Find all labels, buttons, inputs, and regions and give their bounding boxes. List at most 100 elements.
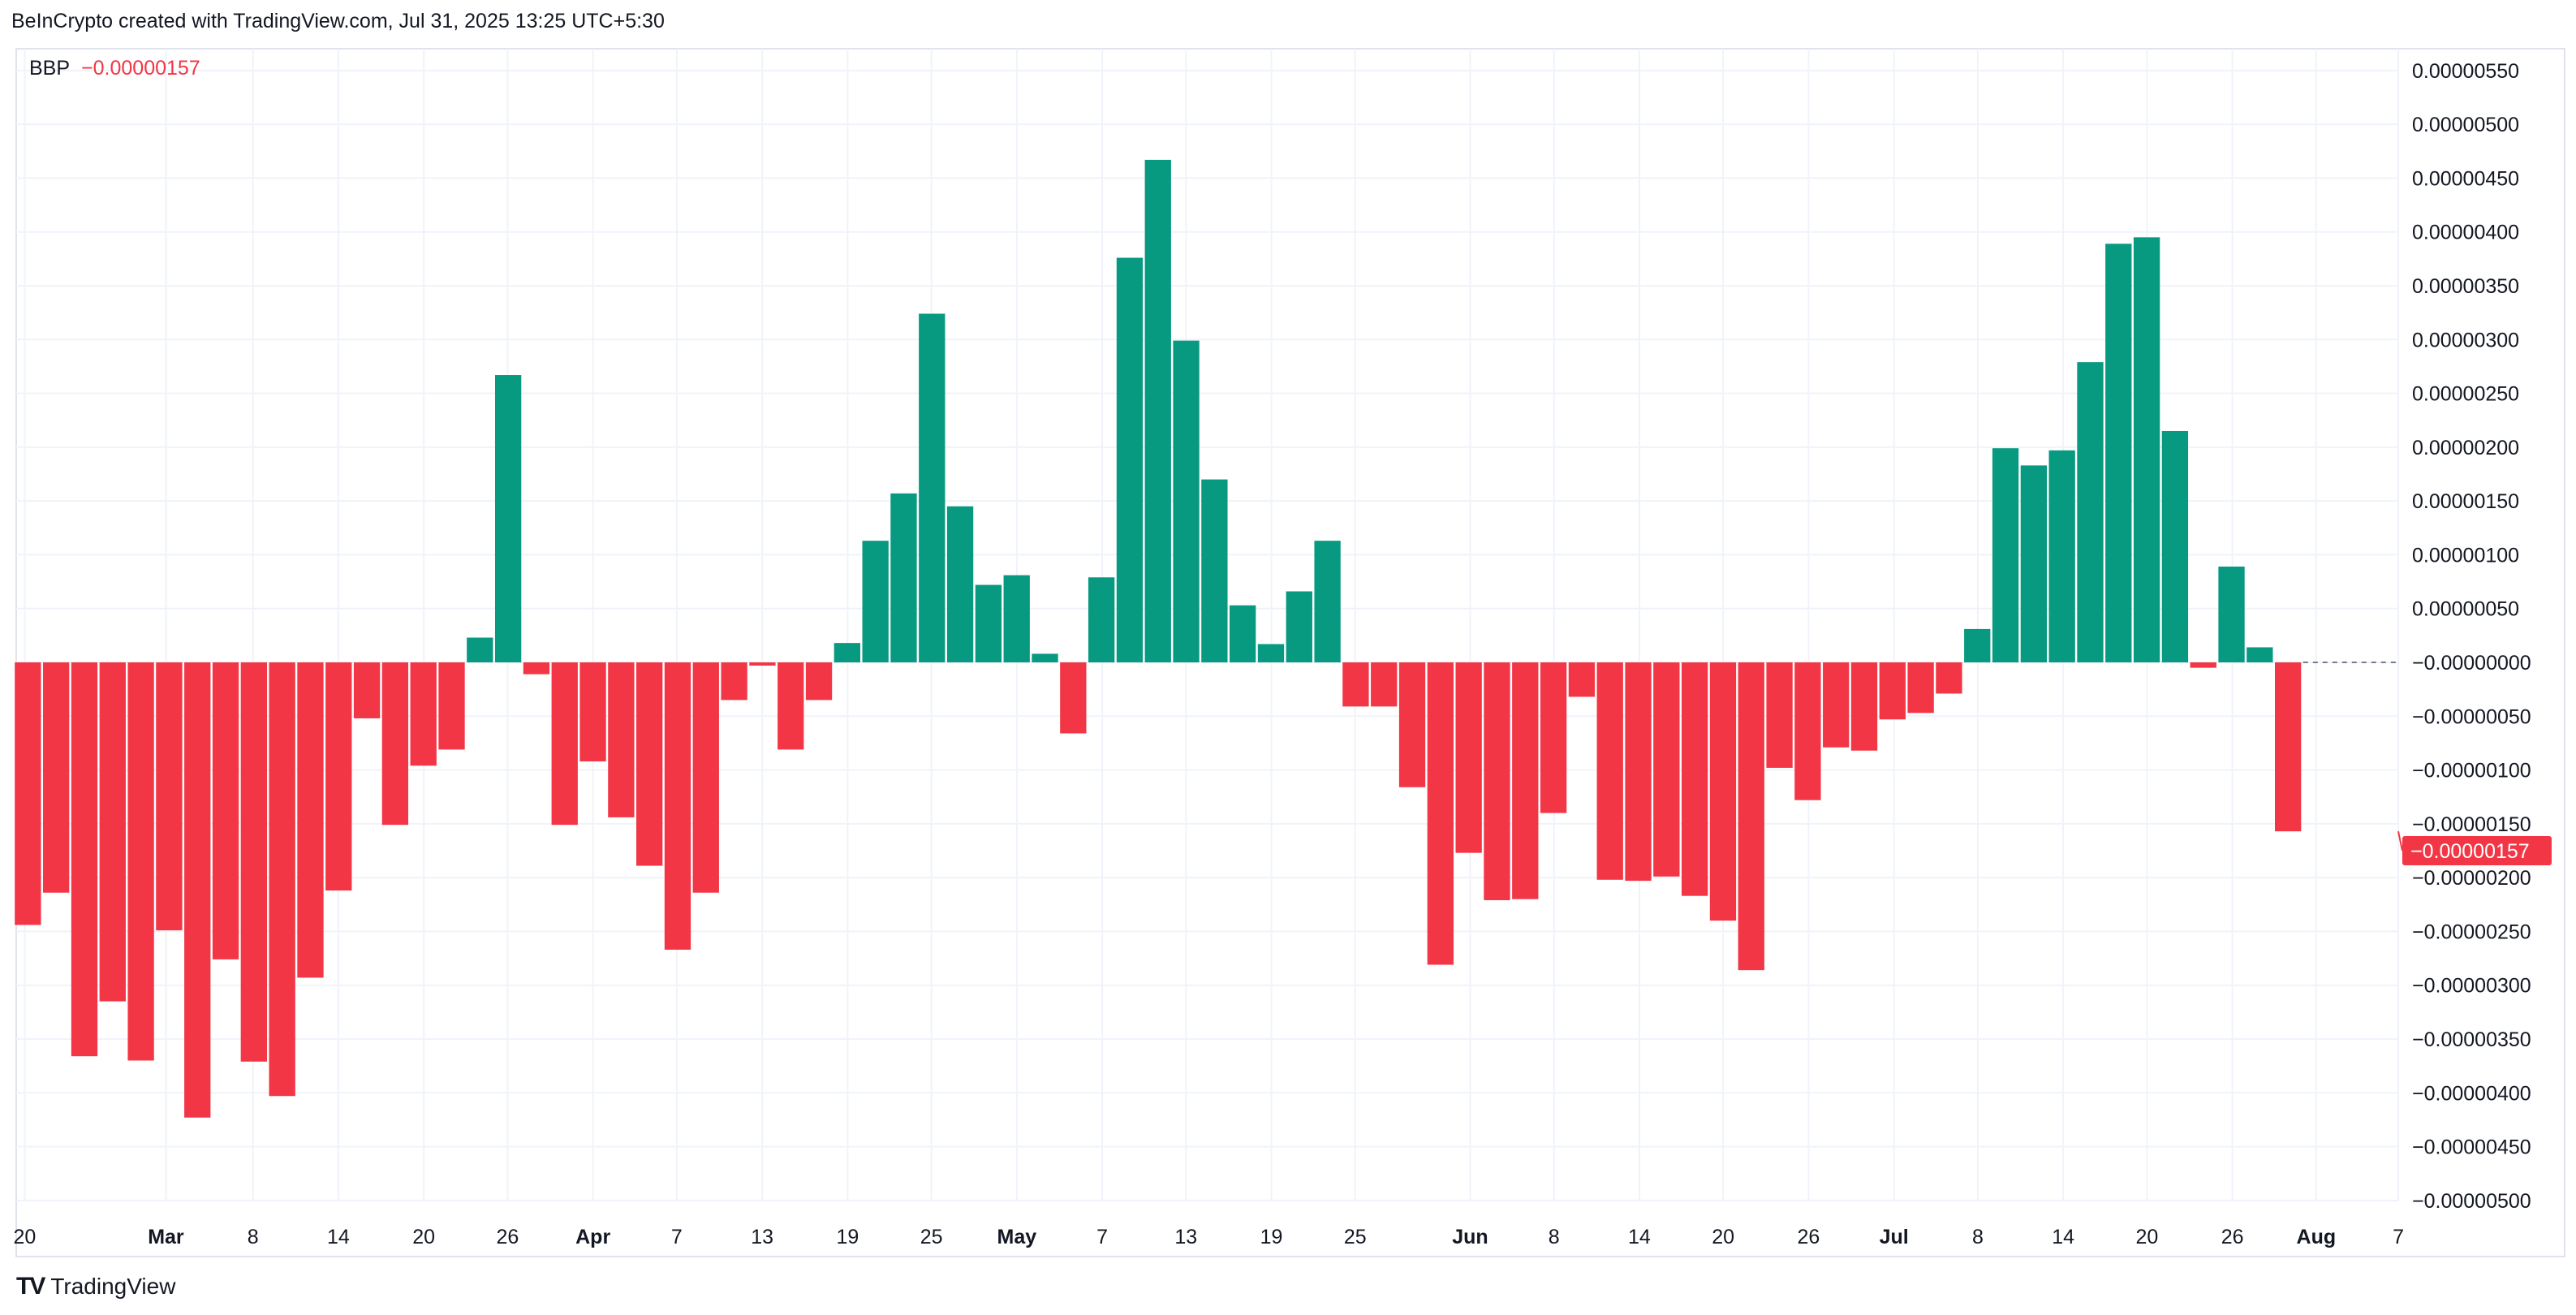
y-tick-label: −0.00000250 (2412, 921, 2531, 943)
histogram-bar (1992, 448, 2019, 662)
histogram-bar (1371, 662, 1398, 707)
histogram-bar (1342, 662, 1369, 707)
last-value-badge (2402, 836, 2552, 865)
y-tick-label: 0.00000100 (2412, 544, 2519, 567)
x-tick-label: 20 (13, 1226, 36, 1248)
histogram-bar (778, 662, 804, 750)
histogram-bar (43, 662, 70, 893)
histogram-bar (862, 541, 889, 662)
histogram-bar (99, 662, 126, 1002)
histogram-bar (890, 493, 917, 662)
y-tick-label: −0.00000050 (2412, 705, 2531, 728)
y-tick-label: 0.00000250 (2412, 383, 2519, 406)
x-tick-label: 20 (1712, 1226, 1734, 1248)
histogram-bar (2020, 465, 2048, 662)
histogram-bar (15, 662, 41, 925)
histogram-bar (1653, 662, 1680, 877)
x-tick-label: 20 (2135, 1226, 2158, 1248)
y-tick-label: 0.00000400 (2412, 222, 2519, 244)
x-tick-label: May (997, 1226, 1037, 1248)
x-tick-label: 13 (751, 1226, 773, 1248)
histogram-bar (212, 662, 239, 959)
histogram-bar (1144, 159, 1171, 663)
indicator-legend[interactable]: BBP −0.00000157 (29, 57, 200, 80)
histogram-bar (975, 584, 1002, 662)
histogram-bar (2048, 450, 2075, 662)
last-value-pointer (2397, 830, 2403, 852)
histogram-bar (1794, 662, 1821, 800)
y-tick-label: −0.00000450 (2412, 1136, 2531, 1159)
histogram-bar (1398, 662, 1426, 787)
y-tick-label: −0.00000300 (2412, 975, 2531, 998)
histogram-bar (1116, 257, 1144, 662)
histogram-bar (156, 662, 183, 931)
histogram-bar (2077, 362, 2104, 662)
attribution: BeInCrypto created with TradingView.com,… (11, 10, 665, 32)
histogram-bar (2190, 662, 2216, 668)
histogram-bar (523, 662, 550, 675)
histogram-bar (1568, 662, 1596, 697)
histogram-bar (240, 662, 267, 1062)
histogram-bar (692, 662, 719, 893)
y-tick-label: 0.00000150 (2412, 490, 2519, 513)
histogram-bar (551, 662, 578, 826)
histogram-bar (1314, 541, 1341, 662)
histogram-bar (1738, 662, 1764, 971)
histogram-bar (381, 662, 409, 826)
x-tick-label: 25 (920, 1226, 943, 1248)
last-value-label: −0.00000157 (2410, 840, 2530, 863)
brand-name: TradingView (50, 1274, 176, 1299)
histogram-bar (1230, 605, 1256, 662)
histogram-bar (1427, 662, 1454, 965)
x-tick-label: 8 (1972, 1226, 1984, 1248)
histogram-bar (1173, 340, 1200, 662)
histogram-bar (410, 662, 437, 766)
x-tick-label: Jun (1452, 1226, 1488, 1248)
histogram-bar (1088, 577, 1115, 662)
histogram-bar (579, 662, 606, 761)
x-tick-label: 7 (1096, 1226, 1108, 1248)
histogram-bar (127, 662, 154, 1061)
tradingview-logo[interactable]: TV TradingView (16, 1273, 175, 1300)
indicator-value: −0.00000157 (81, 57, 200, 80)
x-tick-label: Aug (2297, 1226, 2337, 1248)
histogram-bar (1484, 662, 1510, 900)
histogram-bar (1257, 644, 1285, 662)
histogram-bar (2246, 647, 2273, 662)
x-tick-label: 14 (327, 1226, 350, 1248)
histogram-bar (1766, 662, 1793, 768)
histogram-bar (1286, 591, 1312, 662)
x-tick-label: 14 (2052, 1226, 2074, 1248)
histogram-bar (1455, 662, 1482, 853)
y-tick-label: −0.00000200 (2412, 867, 2531, 890)
x-tick-label: 19 (836, 1226, 859, 1248)
histogram-bar (184, 662, 211, 1118)
histogram-bar (608, 662, 635, 817)
histogram-bar (1596, 662, 1623, 880)
histogram-bar (946, 506, 974, 662)
histogram-bar (1003, 575, 1030, 662)
indicator-name: BBP (29, 57, 71, 80)
histogram-bar (2105, 244, 2132, 662)
y-tick-label: −0.00000400 (2412, 1082, 2531, 1105)
x-tick-label: Apr (575, 1226, 610, 1248)
histogram-bar (636, 662, 663, 866)
histogram-bar (2133, 237, 2160, 662)
histogram-bar (834, 643, 860, 662)
histogram-bar (1201, 479, 1228, 662)
histogram-bar (1060, 662, 1087, 734)
histogram-bar (664, 662, 691, 950)
histogram-bar (1879, 662, 1906, 720)
histogram-bar (71, 662, 98, 1057)
y-tick-label: 0.00000550 (2412, 60, 2519, 83)
histogram-bar (494, 375, 522, 662)
x-tick-label: 8 (1549, 1226, 1560, 1248)
x-tick-label: 26 (1798, 1226, 1820, 1248)
histogram-bar (1907, 662, 1934, 714)
x-tick-label: 7 (671, 1226, 683, 1248)
histogram-bar (1625, 662, 1652, 882)
histogram-bar (2161, 430, 2189, 662)
x-tick-label: Mar (148, 1226, 184, 1248)
